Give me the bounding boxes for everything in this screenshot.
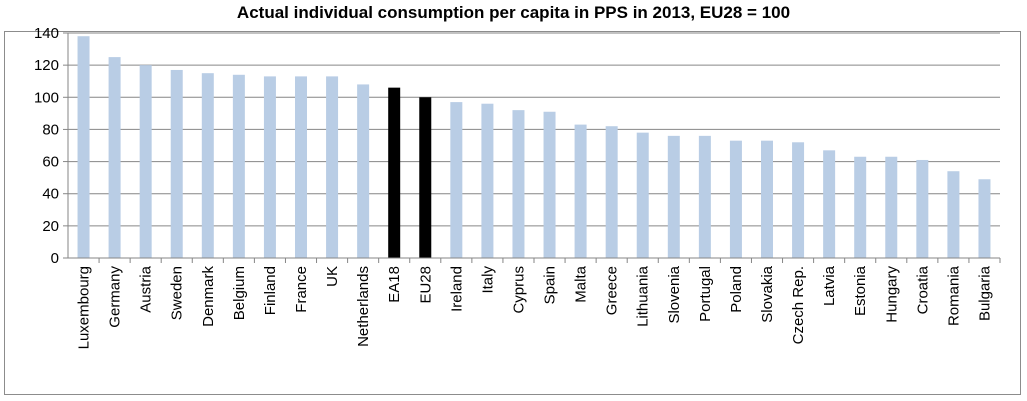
chart-frame xyxy=(4,31,1021,395)
bar-bulgaria xyxy=(978,179,991,258)
x-category-label: Greece xyxy=(604,266,621,315)
x-category-label: Poland xyxy=(728,266,745,313)
x-category-label: Cyprus xyxy=(510,266,527,314)
bar-romania xyxy=(947,171,960,258)
bar-portugal xyxy=(698,135,711,258)
x-category-label: Finland xyxy=(262,266,279,315)
x-category-label: Luxembourg xyxy=(76,266,93,349)
y-tick-label: 120 xyxy=(34,57,59,74)
bar-slovenia xyxy=(667,135,680,258)
x-category-label: Ireland xyxy=(448,266,465,312)
x-category-label: Belgium xyxy=(231,266,248,320)
y-tick-label: 80 xyxy=(42,121,59,138)
bar-ireland xyxy=(450,102,463,258)
x-category-label: Slovenia xyxy=(666,265,683,323)
x-category-label: Slovakia xyxy=(759,265,776,322)
bar-croatia xyxy=(916,159,929,258)
bar-netherlands xyxy=(357,84,370,258)
chart-title: Actual individual consumption per capita… xyxy=(236,3,791,22)
y-tick-label: 40 xyxy=(42,186,59,203)
bar-france xyxy=(295,76,307,259)
x-category-label: UK xyxy=(324,266,341,287)
y-tick-labels: 0 20 40 60 80 100 120 140 xyxy=(34,25,59,267)
y-tick-label: 20 xyxy=(42,218,59,235)
bar-greece xyxy=(605,126,618,258)
bar-sweden xyxy=(170,69,183,258)
x-category-label: Netherlands xyxy=(355,266,372,347)
bar-uk xyxy=(326,76,339,259)
x-category-label: France xyxy=(293,266,310,313)
x-category-label: Lithuania xyxy=(635,265,652,327)
axes xyxy=(63,32,1001,263)
x-category-label: Portugal xyxy=(697,266,714,322)
bar-czech-rep xyxy=(792,142,805,258)
x-category-label: Spain xyxy=(542,266,559,304)
bar-cyprus xyxy=(512,110,525,259)
y-tick-label: 60 xyxy=(42,154,59,171)
bar-luxembourg xyxy=(77,36,90,258)
bar-germany xyxy=(108,57,121,258)
bar-finland xyxy=(263,76,276,259)
x-category-label: Germany xyxy=(107,266,124,328)
bar-eu28 xyxy=(419,97,432,259)
x-category-label: EU28 xyxy=(417,266,434,304)
bar-estonia xyxy=(854,156,867,258)
bar-italy xyxy=(481,103,494,258)
x-category-label: Romania xyxy=(945,265,962,326)
bar-lithuania xyxy=(636,132,649,258)
x-category-label: Denmark xyxy=(200,266,217,327)
bar-latvia xyxy=(823,150,836,258)
x-category-label: Sweden xyxy=(169,266,186,320)
bar-ea18 xyxy=(388,87,401,259)
bar-belgium xyxy=(232,74,245,259)
x-category-label: Estonia xyxy=(852,265,869,316)
bar-malta xyxy=(574,124,587,258)
x-category-labels: Luxembourg Germany Austria Sweden Denmark Bel… xyxy=(76,265,994,349)
bar-hungary xyxy=(885,156,898,258)
bar-denmark xyxy=(201,73,214,258)
x-category-label: Czech Rep. xyxy=(790,266,807,344)
bar-austria xyxy=(139,65,152,259)
x-category-label: Croatia xyxy=(914,265,931,314)
x-category-label: EA18 xyxy=(386,266,403,303)
y-tick-label: 0 xyxy=(51,250,59,267)
bar-spain xyxy=(543,111,556,258)
bars xyxy=(77,36,991,259)
x-category-label: Hungary xyxy=(883,266,900,323)
y-tick-label: 140 xyxy=(34,25,59,42)
x-category-label: Malta xyxy=(573,265,590,302)
x-category-label: Bulgaria xyxy=(976,265,993,321)
x-category-label: Latvia xyxy=(821,265,838,306)
x-category-label: Austria xyxy=(138,265,155,312)
bar-poland xyxy=(729,140,742,258)
x-category-label: Italy xyxy=(479,266,496,294)
bar-slovakia xyxy=(761,140,773,258)
gridlines xyxy=(68,32,1000,227)
y-tick-label: 100 xyxy=(34,89,59,106)
